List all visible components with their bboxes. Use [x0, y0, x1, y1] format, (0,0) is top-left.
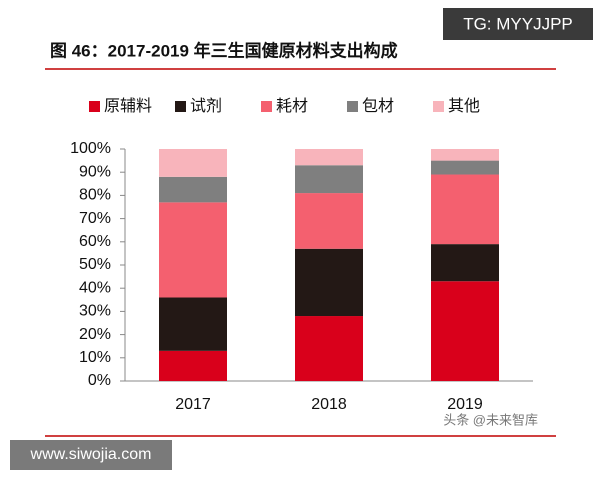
x-tick-label: 2019	[447, 396, 483, 413]
bar-segment	[295, 316, 363, 381]
bar-segment	[159, 149, 227, 177]
legend-label: 包材	[362, 97, 394, 115]
y-tick-label: 60%	[79, 233, 111, 250]
chart-title: 图 46：2017-2019 年三生国健原材料支出构成	[50, 40, 398, 60]
legend-label: 耗材	[276, 97, 308, 115]
x-tick-label: 2017	[175, 396, 211, 413]
y-tick-label: 10%	[79, 349, 111, 366]
legend-label: 试剂	[190, 97, 222, 115]
watermark: www.siwojia.com	[30, 446, 152, 463]
y-tick-label: 90%	[79, 163, 111, 180]
bar-segment	[431, 174, 499, 245]
y-tick-label: 100%	[70, 140, 111, 157]
x-tick-label: 2018	[311, 396, 347, 413]
legend-swatch	[89, 101, 100, 112]
y-tick-label: 70%	[79, 210, 111, 227]
y-tick-label: 50%	[79, 256, 111, 273]
bar-segment	[431, 244, 499, 282]
legend-swatch	[433, 101, 444, 112]
legend-label: 原辅料	[104, 97, 152, 115]
bar-segment	[159, 202, 227, 298]
bar-segment	[295, 165, 363, 194]
bar-segment	[295, 193, 363, 249]
watermark-box	[10, 440, 172, 470]
watermark: TG: MYYJJPP	[463, 14, 573, 33]
legend-swatch	[347, 101, 358, 112]
y-tick-label: 20%	[79, 326, 111, 343]
legend-label: 其他	[448, 97, 480, 115]
y-tick-label: 80%	[79, 187, 111, 204]
bar-segment	[431, 281, 499, 381]
bar-segment	[159, 297, 227, 351]
bar-segment	[159, 176, 227, 203]
y-tick-label: 40%	[79, 279, 111, 296]
watermark-box	[443, 8, 593, 40]
bar-segment	[295, 248, 363, 317]
bar-segment	[159, 350, 227, 381]
watermark: 头条 @未来智库	[443, 412, 538, 427]
y-tick-label: 0%	[88, 372, 111, 389]
y-tick-label: 30%	[79, 303, 111, 320]
legend-swatch	[261, 101, 272, 112]
bar-segment	[431, 149, 499, 161]
bar-segment	[295, 149, 363, 166]
legend-swatch	[175, 101, 186, 112]
bar-segment	[431, 160, 499, 175]
